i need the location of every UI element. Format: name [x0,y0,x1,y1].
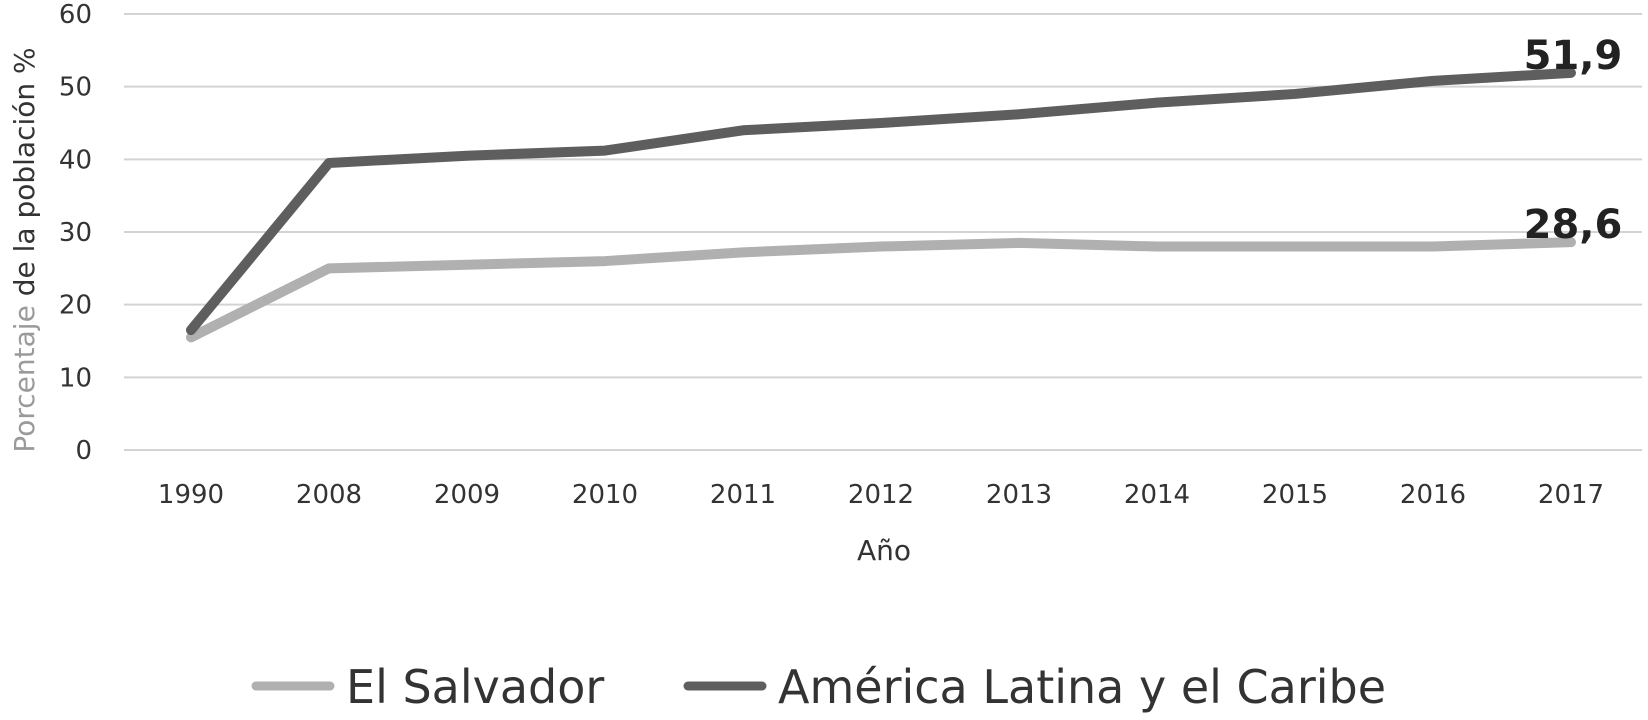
series-point [1429,242,1437,251]
series-point [877,119,885,127]
y-tick-label: 60 [59,0,92,30]
series-point [1429,76,1437,85]
series-point [1153,242,1161,251]
series-point [1153,98,1161,107]
series-point [877,242,885,251]
x-tick-label: 2016 [1400,480,1466,510]
x-axis-ticks: 1990 2008 2009 2010 2011 2012 2013 2014 2015 2016… [158,480,1604,510]
y-tick-label: 10 [59,363,92,393]
x-tick-label: 2008 [296,480,362,510]
x-tick-label: 2011 [710,480,776,510]
x-axis-title: Año [857,534,911,567]
data-labels: 28,6 51,9 [1524,33,1623,248]
series-point [463,151,471,160]
series-point [463,260,471,269]
y-axis-title: Porcentaje de la población % [8,47,41,452]
series-point [187,326,195,335]
y-axis-title-prefix: Porcentaje [8,305,41,452]
series-point [601,146,609,155]
series-point [325,158,333,167]
x-tick-label: 1990 [158,480,224,510]
series-point [325,264,333,273]
y-tick-label: 50 [59,73,92,103]
x-tick-label: 2015 [1262,480,1328,510]
x-tick-label: 2009 [434,480,500,510]
legend-label-el-salvador: El Salvador [346,660,604,714]
data-label: 28,6 [1524,202,1623,248]
y-axis-ticks: 0 10 20 30 40 50 60 [59,0,92,466]
y-tick-label: 0 [75,436,92,466]
series-point [1015,238,1023,247]
x-tick-label: 2017 [1538,480,1604,510]
y-axis-title-suffix: de la población % [8,47,41,305]
series-point [601,257,609,266]
series-point [1567,68,1575,77]
series-point [1567,238,1575,247]
y-tick-label: 20 [59,291,92,321]
y-tick-label: 40 [59,145,92,175]
series-point [1015,110,1023,119]
series-line [186,67,1576,336]
series-point [1291,242,1299,251]
series-line [186,237,1576,343]
series-point [1291,89,1299,98]
series-point [739,248,747,257]
x-tick-label: 2012 [848,480,914,510]
series-point [187,333,195,342]
series-point [739,126,747,135]
series-lines [186,67,1576,343]
y-tick-label: 30 [59,218,92,248]
x-tick-label: 2014 [1124,480,1190,510]
legend-label-america-latina: América Latina y el Caribe [778,660,1386,714]
legend: El Salvador América Latina y el Caribe [251,660,1386,714]
x-tick-label: 2013 [986,480,1052,510]
data-label: 51,9 [1524,33,1623,79]
x-tick-label: 2010 [572,480,638,510]
